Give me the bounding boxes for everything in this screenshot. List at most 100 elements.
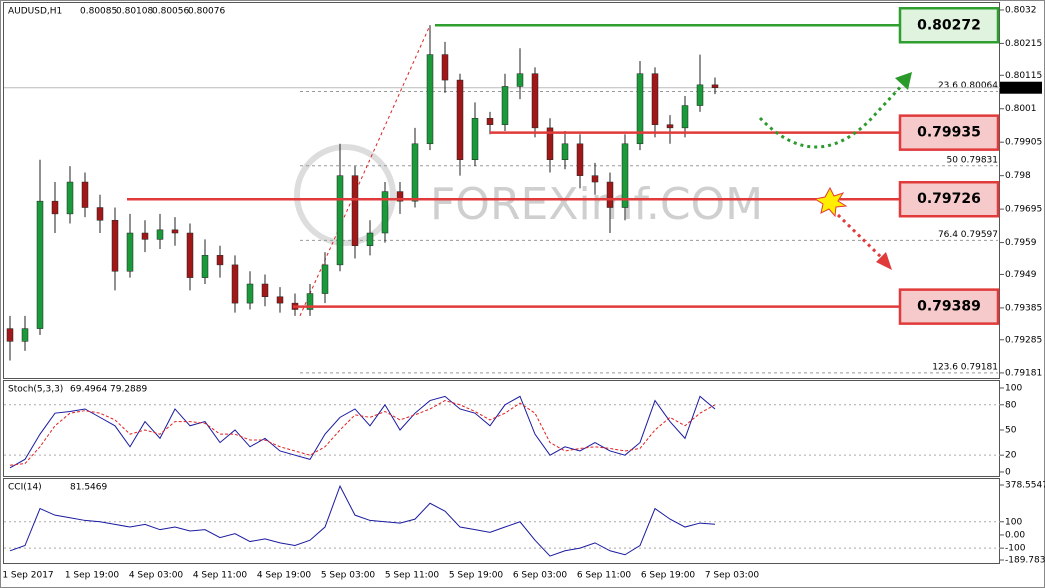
y-tick-label: 0.7959 — [1005, 238, 1037, 248]
candle-body — [606, 181, 614, 208]
candle-body — [546, 127, 554, 160]
fib-ratio: 50 — [947, 155, 959, 165]
x-tick-label: 4 Sep 03:00 — [129, 571, 184, 581]
candle-body — [531, 73, 539, 129]
current-price-label: 0.80076 — [1004, 83, 1041, 93]
candle-body — [561, 143, 569, 160]
indicator-value: 79.2889 — [110, 385, 147, 395]
y-tick-label: 0.79385 — [1005, 303, 1042, 313]
candle-body — [21, 328, 29, 342]
candle-body — [216, 255, 224, 266]
level-label: 0.80272 — [917, 17, 981, 33]
candle-body — [456, 79, 464, 160]
burst-icon — [813, 186, 848, 218]
candle-body — [486, 118, 494, 125]
y-tick-label: 0.8032 — [1005, 5, 1037, 15]
fib-ratio: 123.6 — [932, 362, 958, 372]
stoch-panel — [3, 380, 1000, 477]
y-tick-label: 0.7949 — [1005, 270, 1037, 280]
candle-body — [81, 181, 89, 208]
x-tick-label: 5 Sep 11:00 — [385, 571, 440, 581]
level-box — [898, 7, 1000, 44]
candle-body — [636, 73, 644, 145]
level-label: 0.79935 — [917, 125, 981, 141]
header-value: 0.80085 — [80, 7, 117, 17]
candle-body — [396, 191, 404, 202]
candle-body — [351, 175, 359, 247]
x-tick-label: 6 Sep 03:00 — [513, 571, 568, 581]
candle-body — [276, 296, 284, 304]
candle-body — [516, 73, 524, 87]
level-box — [898, 180, 1000, 218]
candle-body — [336, 175, 344, 266]
x-tick-label: 6 Sep 19:00 — [641, 571, 696, 581]
y-tick-label: 0.79285 — [1005, 335, 1042, 345]
fib-diagonal — [299, 25, 431, 317]
candle-body — [471, 118, 479, 160]
level-box — [898, 114, 1000, 151]
x-tick-label: 4 Sep 19:00 — [257, 571, 312, 581]
candle-body — [711, 84, 719, 88]
candle-body — [36, 200, 44, 329]
indicator-title: Stoch(5,3,3) — [8, 385, 63, 395]
header-value: 0.80108 — [116, 7, 153, 17]
indicator-line — [9, 395, 716, 469]
indicator-value: 69.4964 — [70, 385, 107, 395]
indicator-line — [9, 484, 716, 557]
x-tick-label: 5 Sep 03:00 — [321, 571, 376, 581]
indicator-line — [9, 400, 716, 466]
candle-body — [696, 84, 704, 106]
candle-body — [381, 191, 389, 234]
green-arrow — [758, 80, 907, 149]
candle-body — [321, 264, 329, 294]
watermark-logo — [294, 144, 396, 246]
y-tick-label: 0.79905 — [1005, 138, 1042, 148]
fib-price: 0.79181 — [961, 362, 998, 372]
green-arrowhead — [895, 72, 912, 90]
fib-ratio: 23.6 — [938, 81, 958, 91]
cci-panel — [3, 478, 1000, 564]
fib-ratio: 76.4 — [938, 230, 958, 240]
x-tick-label: 1 Sep 2017 — [2, 571, 53, 581]
candle-body — [201, 255, 209, 278]
candle-body — [171, 229, 179, 234]
candle-body — [66, 181, 74, 215]
candle-body — [591, 175, 599, 183]
level-label: 0.79389 — [917, 299, 981, 315]
candle-body — [96, 207, 104, 221]
candle-body — [666, 124, 674, 129]
x-tick-label: 4 Sep 11:00 — [193, 571, 248, 581]
y-tick-label: 50 — [1005, 425, 1017, 435]
current-price-box — [1000, 81, 1042, 94]
candle-body — [366, 232, 374, 247]
candle-body — [126, 232, 134, 272]
y-tick-label: 378.5547 — [1005, 480, 1045, 490]
candle-body — [156, 229, 164, 240]
x-tick-label: 1 Sep 19:00 — [65, 571, 120, 581]
y-tick-label: 100 — [1005, 517, 1022, 527]
y-tick-label: 80 — [1005, 400, 1017, 410]
y-tick-label: 0 — [1005, 467, 1011, 477]
y-tick-label: 100 — [1005, 383, 1022, 393]
candle-body — [441, 54, 449, 81]
candle-body — [621, 143, 629, 208]
red-arrow — [836, 213, 884, 260]
y-tick-label: 0.79181 — [1005, 368, 1042, 378]
watermark: FOREXimf.COM — [430, 179, 763, 230]
indicator-title: CCI(14) — [8, 483, 42, 493]
fib-price: 0.79597 — [961, 230, 998, 240]
y-tick-label: -100 — [1005, 544, 1026, 554]
level-label: 0.79726 — [917, 191, 981, 207]
candle-body — [426, 54, 434, 145]
candle-body — [246, 283, 254, 304]
header-value: 0.80056 — [152, 7, 189, 17]
candle-body — [306, 293, 314, 310]
header-value: 0.80076 — [188, 7, 225, 17]
y-tick-label: 0.80215 — [1005, 39, 1042, 49]
indicator-value: 81.5469 — [70, 483, 107, 493]
candle-body — [51, 200, 59, 215]
candle-body — [411, 143, 419, 202]
candle-body — [261, 283, 269, 297]
y-tick-label: 0.00 — [1005, 530, 1025, 540]
